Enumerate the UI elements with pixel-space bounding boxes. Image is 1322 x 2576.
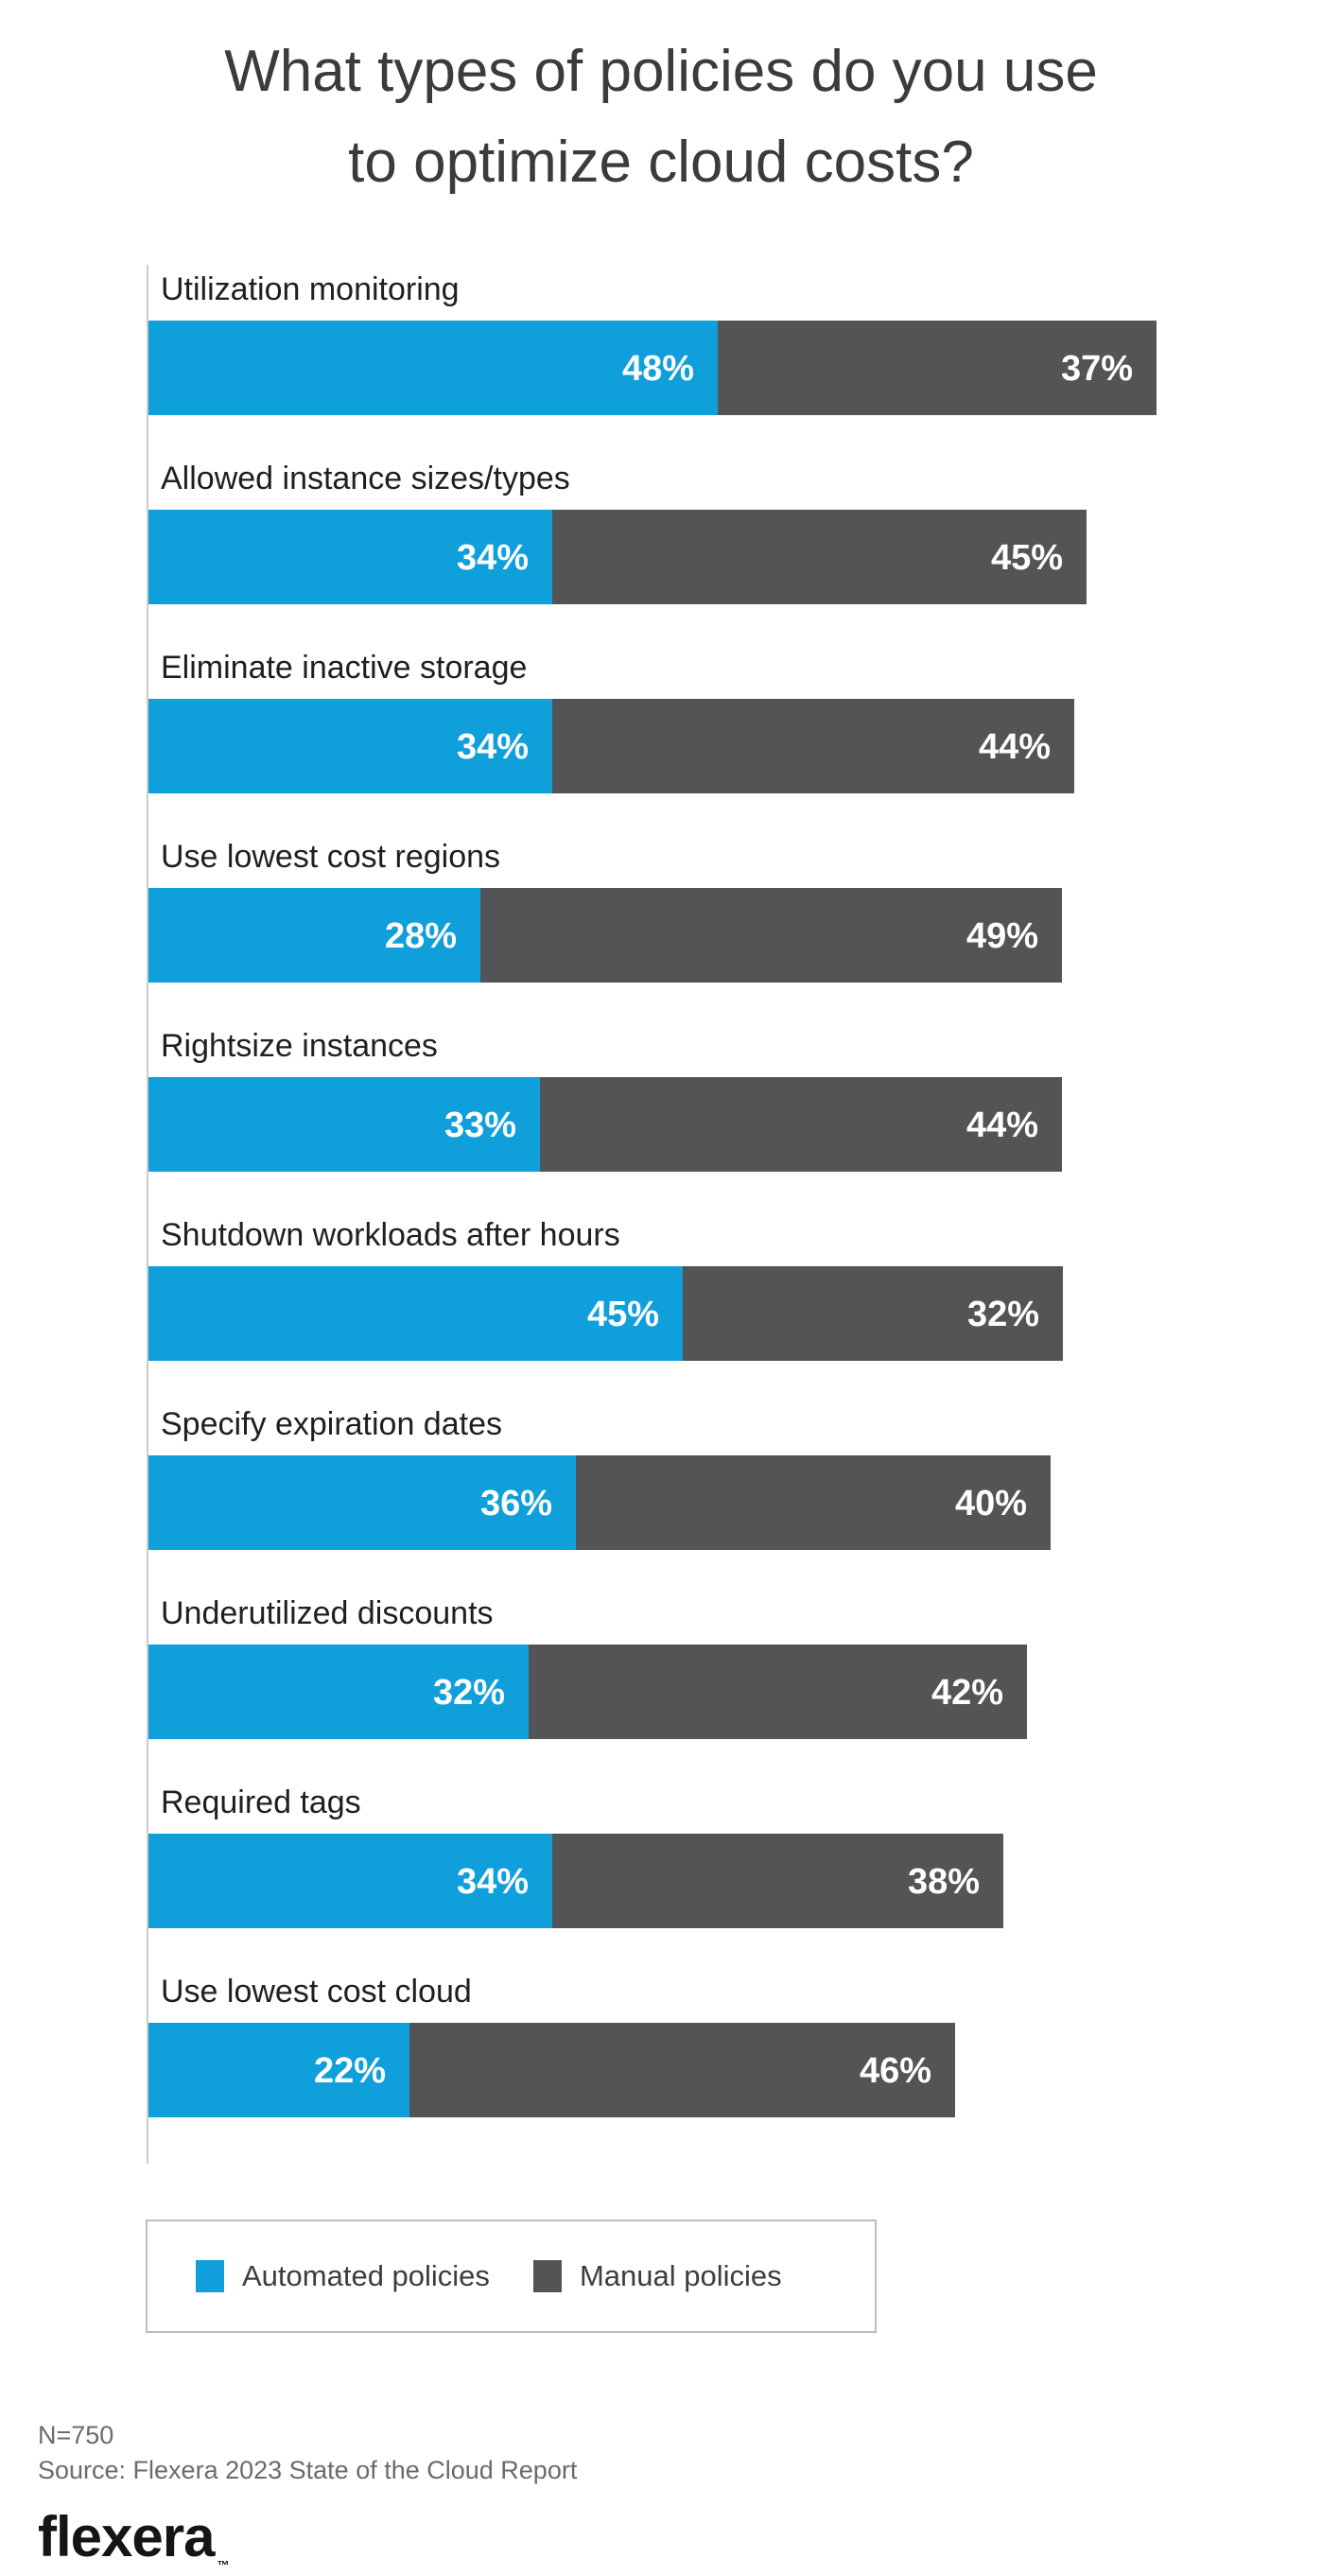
bar-segment-automated: 45% (148, 1266, 683, 1361)
bar-segment-automated: 22% (148, 2023, 409, 2117)
bar-segment-manual: 42% (529, 1645, 1027, 1739)
value-label: 40% (954, 1484, 1027, 1523)
value-label: 32% (966, 1295, 1039, 1334)
bar-segment-automated: 33% (148, 1077, 540, 1172)
stacked-bar: 33% 44% (148, 1077, 1217, 1172)
value-label: 44% (978, 727, 1051, 767)
stacked-bar: 28% 49% (148, 888, 1217, 983)
bar-row: Use lowest cost regions 28% 49% (148, 832, 1217, 1021)
footer: N=750 Source: Flexera 2023 State of the … (38, 2418, 1322, 2576)
bar-segment-automated: 34% (148, 510, 552, 604)
chart-title: What types of policies do you use to opt… (9, 26, 1313, 208)
category-label: Use lowest cost cloud (161, 1974, 472, 2010)
sample-size-note: N=750 (38, 2421, 114, 2449)
value-label: 45% (990, 538, 1063, 578)
value-label: 28% (384, 916, 457, 956)
bar-segment-manual: 44% (540, 1077, 1062, 1172)
stacked-bar: 48% 37% (148, 321, 1217, 415)
value-label: 48% (621, 349, 694, 389)
bar-segment-manual: 44% (552, 699, 1074, 793)
bar-segment-manual: 37% (718, 321, 1157, 415)
bar-segment-automated: 28% (148, 888, 480, 983)
bar-segment-manual: 46% (409, 2023, 955, 2117)
value-label: 44% (965, 1105, 1038, 1145)
legend-item-automated: Automated policies (196, 2259, 490, 2293)
bar-row: Use lowest cost cloud 22% 46% (148, 1967, 1217, 2156)
category-label: Specify expiration dates (161, 1406, 502, 1442)
bar-segment-manual: 32% (683, 1266, 1063, 1361)
bar-row: Eliminate inactive storage 34% 44% (148, 643, 1217, 832)
stacked-bar: 45% 32% (148, 1266, 1217, 1361)
bar-row: Underutilized discounts 32% 42% (148, 1589, 1217, 1778)
value-label: 34% (456, 727, 529, 767)
value-label: 38% (907, 1862, 980, 1902)
category-label: Allowed instance sizes/types (161, 461, 570, 496)
bar-row: Specify expiration dates 36% 40% (148, 1400, 1217, 1589)
bar-row: Required tags 34% 38% (148, 1778, 1217, 1967)
stacked-bar: 34% 44% (148, 699, 1217, 793)
category-label: Eliminate inactive storage (161, 650, 528, 686)
chart-title-line1: What types of policies do you use (224, 39, 1098, 104)
bar-row: Utilization monitoring 48% 37% (148, 265, 1217, 454)
legend-swatch-manual (532, 2260, 562, 2292)
legend-swatch-automated (196, 2260, 224, 2292)
bar-segment-manual: 40% (576, 1455, 1051, 1550)
category-label: Underutilized discounts (161, 1595, 494, 1631)
bar-segment-manual: 45% (552, 510, 1087, 604)
source-note: Source: Flexera 2023 State of the Cloud … (38, 2456, 578, 2484)
bar-segment-automated: 34% (148, 1834, 552, 1928)
legend-label-automated: Automated policies (242, 2259, 490, 2292)
category-label: Utilization monitoring (161, 271, 460, 307)
trademark-symbol: ™ (217, 2558, 230, 2572)
value-label: 32% (432, 1673, 505, 1713)
stacked-bar: 36% 40% (148, 1455, 1217, 1550)
stacked-bar: 22% 46% (148, 2023, 1217, 2117)
stacked-bar: 32% 42% (148, 1645, 1217, 1739)
bar-segment-automated: 48% (148, 321, 718, 415)
chart-title-line2: to optimize cloud costs? (348, 130, 974, 195)
stacked-bar: 34% 38% (148, 1834, 1217, 1928)
value-label: 42% (931, 1673, 1003, 1713)
category-label: Use lowest cost regions (161, 839, 501, 875)
flexera-logo: flexera ™ (38, 2509, 1322, 2576)
value-label: 34% (456, 538, 529, 578)
legend-item-manual: Manual policies (532, 2259, 782, 2293)
bar-segment-manual: 38% (552, 1834, 1003, 1928)
stacked-bar: 34% 45% (148, 510, 1217, 604)
bar-segment-manual: 49% (480, 888, 1062, 983)
legend-label-manual: Manual policies (579, 2259, 782, 2292)
bar-segment-automated: 36% (148, 1455, 576, 1550)
value-label: 45% (586, 1295, 659, 1334)
value-label: 36% (479, 1484, 552, 1523)
value-label: 34% (456, 1862, 529, 1902)
legend: Automated policies Manual policies (146, 2219, 877, 2333)
value-label: 22% (313, 2051, 386, 2091)
category-label: Shutdown workloads after hours (161, 1217, 620, 1253)
flexera-logo-text: flexera (38, 2505, 215, 2568)
bar-row: Allowed instance sizes/types 34% 45% (148, 454, 1217, 643)
category-label: Required tags (161, 1784, 361, 1820)
bar-rows: Utilization monitoring 48% 37% Allowed inst… (147, 265, 1217, 2164)
bar-segment-automated: 34% (148, 699, 552, 793)
value-label: 37% (1060, 349, 1133, 389)
value-label: 49% (965, 916, 1038, 956)
bar-segment-automated: 32% (148, 1645, 529, 1739)
value-label: 46% (859, 2051, 931, 2091)
category-label: Rightsize instances (161, 1028, 438, 1064)
bar-row: Rightsize instances 33% 44% (148, 1021, 1217, 1210)
bar-row: Shutdown workloads after hours 45% 32% (148, 1210, 1217, 1400)
value-label: 33% (444, 1105, 516, 1145)
